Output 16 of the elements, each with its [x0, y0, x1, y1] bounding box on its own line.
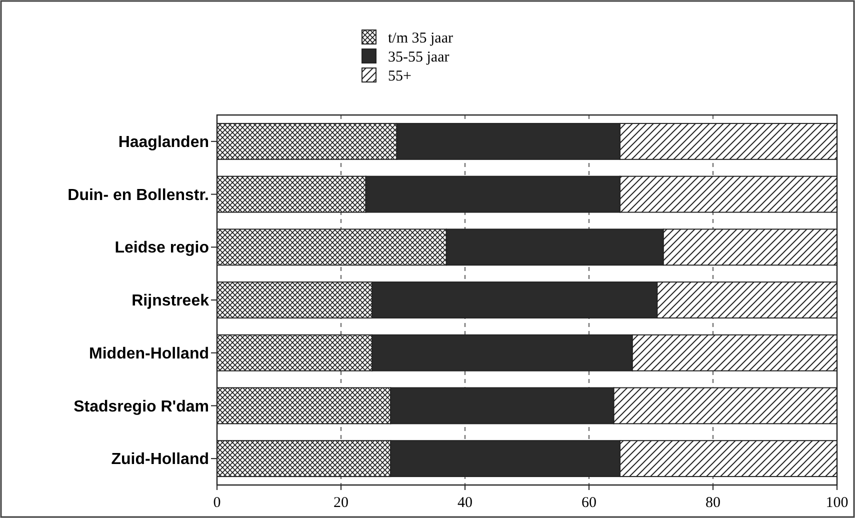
x-tick-label: 0: [213, 495, 221, 511]
y-tick-label: Haaglanden: [118, 134, 209, 152]
y-tick-label: Midden-Holland: [89, 345, 209, 362]
y-tick-label: Leidse regio: [114, 240, 210, 257]
x-tick-label: 80: [706, 495, 720, 511]
legend-label: 55+: [388, 68, 412, 84]
y-tick-label: Duin- en Bollenstr.: [68, 186, 209, 204]
x-tick-label: 60: [582, 495, 596, 511]
legend-label: t/m 35 jaar: [388, 30, 453, 46]
y-tick-label: Rijnstreek: [132, 292, 210, 310]
x-tick-label: 40: [458, 495, 472, 511]
legend-label: 35-55 jaar: [388, 49, 450, 66]
y-tick-label: Zuid-Holland: [111, 451, 209, 468]
x-tick-label: 100: [826, 495, 848, 511]
y-tick-label: Stadsregio R'dam: [74, 398, 209, 416]
x-tick-label: 20: [334, 495, 348, 511]
